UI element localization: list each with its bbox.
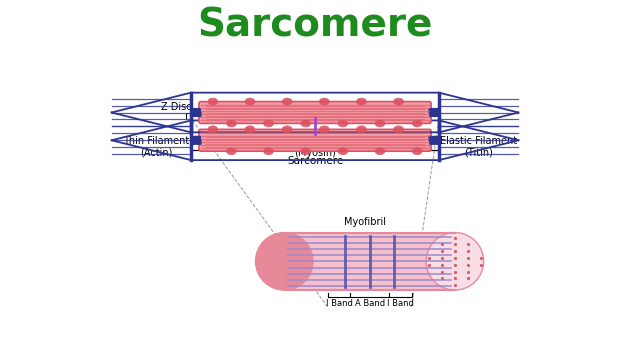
- Text: Sarcomere: Sarcomere: [198, 6, 433, 44]
- Ellipse shape: [256, 232, 313, 290]
- Ellipse shape: [394, 98, 404, 105]
- FancyBboxPatch shape: [199, 130, 431, 151]
- Ellipse shape: [282, 98, 292, 105]
- Text: Z Disc: Z Disc: [161, 103, 191, 112]
- Ellipse shape: [375, 148, 385, 155]
- Ellipse shape: [338, 120, 348, 127]
- Ellipse shape: [426, 232, 483, 290]
- Ellipse shape: [301, 148, 310, 155]
- Ellipse shape: [227, 148, 237, 155]
- Ellipse shape: [412, 120, 422, 127]
- Ellipse shape: [394, 126, 404, 133]
- Text: Thick Filament
(Myosin): Thick Filament (Myosin): [280, 136, 350, 158]
- Ellipse shape: [208, 98, 218, 105]
- Ellipse shape: [357, 98, 367, 105]
- Text: Thin Filament
(Actin): Thin Filament (Actin): [123, 136, 189, 158]
- Text: I Band: I Band: [387, 299, 413, 308]
- Ellipse shape: [319, 98, 329, 105]
- Text: Sarcomere: Sarcomere: [287, 156, 343, 166]
- Ellipse shape: [282, 126, 292, 133]
- Ellipse shape: [338, 148, 348, 155]
- Ellipse shape: [208, 126, 218, 133]
- Text: I Band: I Band: [326, 299, 353, 308]
- Text: A Band: A Band: [355, 299, 385, 308]
- Text: M Line: M Line: [317, 103, 349, 112]
- Ellipse shape: [264, 148, 273, 155]
- Ellipse shape: [319, 126, 329, 133]
- Ellipse shape: [301, 120, 310, 127]
- Text: Myofibril: Myofibril: [344, 217, 386, 226]
- Ellipse shape: [412, 148, 422, 155]
- Ellipse shape: [357, 126, 367, 133]
- Ellipse shape: [245, 98, 255, 105]
- Text: Elastic Filament
(Titin): Elastic Filament (Titin): [440, 136, 517, 158]
- Ellipse shape: [245, 126, 255, 133]
- Ellipse shape: [375, 120, 385, 127]
- FancyBboxPatch shape: [199, 102, 431, 124]
- Bar: [284, 232, 455, 290]
- Ellipse shape: [264, 120, 273, 127]
- Ellipse shape: [227, 120, 237, 127]
